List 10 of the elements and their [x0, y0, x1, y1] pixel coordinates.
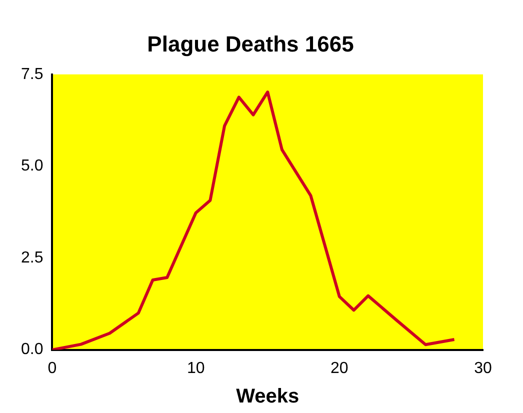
y-tick-label: 7.5	[20, 66, 44, 83]
x-tick-label: 30	[474, 360, 492, 377]
x-tick-label: 20	[330, 360, 348, 377]
y-tick-label: 5.0	[20, 158, 44, 175]
chart-title: Plague Deaths 1665	[147, 31, 354, 56]
x-tick-label: 0	[48, 360, 57, 377]
x-tick-label: 10	[186, 360, 205, 377]
y-tick-label: 0.0	[20, 341, 44, 358]
x-axis-title: Weeks	[236, 386, 300, 408]
y-tick-label: 2.5	[20, 249, 44, 266]
